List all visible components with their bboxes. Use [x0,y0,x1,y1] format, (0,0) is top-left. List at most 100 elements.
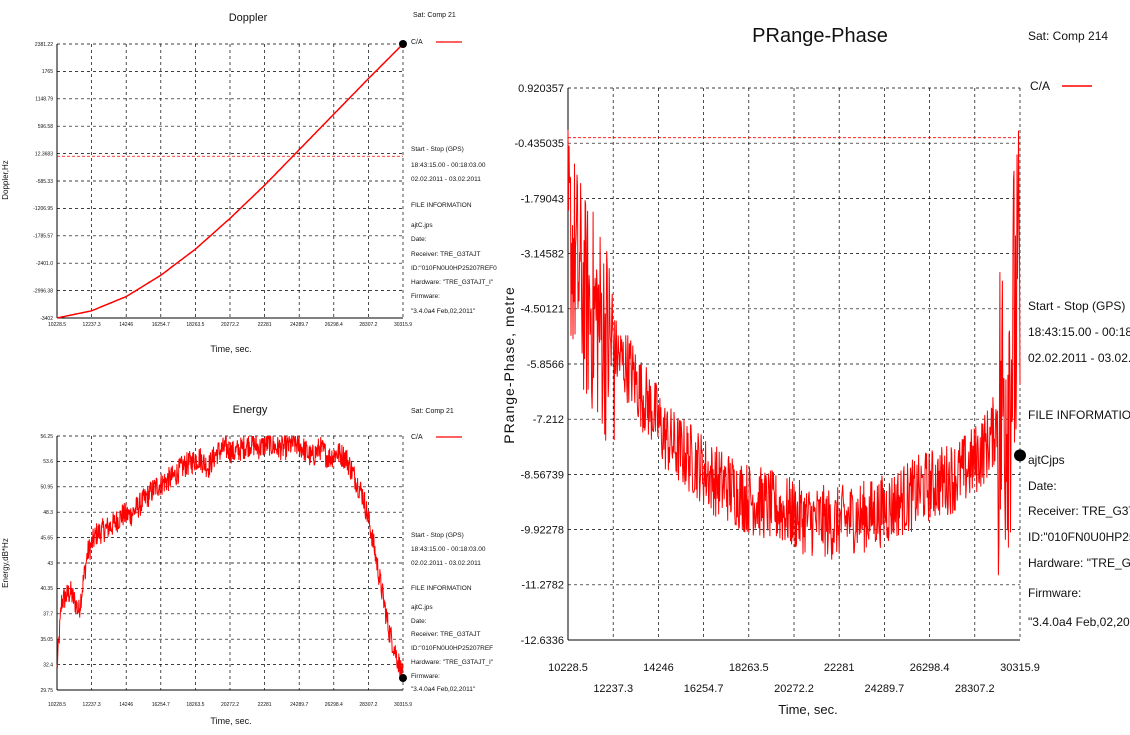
x-tick-label: 16254.7 [152,702,170,708]
info-line: "3.4.0a4 Feb,02,2011" [1028,615,1130,629]
doppler-info-block: Start - Stop (GPS) 18:43:15.00 - 00:18:03… [411,146,497,315]
energy-title: Energy [233,404,268,416]
y-tick-label: -4.50121 [521,304,564,316]
info-line: FILE INFORMATION [1028,408,1130,422]
x-tick-label: 26298.4 [910,662,950,674]
info-line: 02.02.2011 - 03.02.2011 [411,176,481,183]
y-tick-label: 48.3 [43,510,53,516]
y-tick-label: -5.8566 [527,359,564,371]
y-tick-label: 596.58 [38,124,54,130]
x-tick-label: 22281 [258,322,272,328]
info-line: 18:43:15.00 - 00:18:03.00 [411,162,486,169]
x-tick-label: 12237.3 [83,322,101,328]
info-line: ID:"010FN0U0HP25207REF [411,645,493,652]
energy-xlabel: Time, sec. [210,716,251,726]
doppler-xlabel: Time, sec. [210,344,251,354]
x-tick-label: 10228.5 [48,702,66,708]
x-tick-label: 16254.7 [152,322,170,328]
x-tick-label: 24289.7 [865,683,905,695]
x-tick-label: 16254.7 [684,683,724,695]
y-tick-label: -9.92278 [521,524,564,536]
x-tick-label: 26298.4 [325,322,343,328]
x-tick-label: 18263.5 [729,662,769,674]
y-tick-label: -2996.38 [33,288,53,294]
prange-info-block: Start - Stop (GPS) 18:43:15.00 - 00:18:03… [1028,299,1130,629]
energy-ylabel: Energy,dB*Hz [1,538,10,588]
y-tick-label: 37.7 [43,612,53,618]
x-tick-label: 12237.3 [593,683,633,695]
x-tick-label: 12237.3 [83,702,101,708]
y-tick-label: 2381.22 [35,42,53,48]
x-tick-label: 24289.7 [290,702,308,708]
y-tick-label: 35.05 [40,637,53,643]
y-tick-label: -2401.0 [36,261,53,267]
y-tick-label: -585.33 [36,179,53,185]
series-line-ca [56,43,404,319]
x-tick-label: 30315.9 [394,322,412,328]
x-tick-label: 18263.5 [186,702,204,708]
info-line: "3.4.0a4 Feb,02,2011" [411,308,476,315]
info-line: 18:43:15.00 - 00:18:03.00 [411,546,486,553]
x-tick-label: 14246 [119,702,133,708]
doppler-sat-label: Sat: Comp 21 [413,12,456,19]
y-tick-label: -8.56739 [521,469,564,481]
x-tick-label: 28307.2 [359,322,377,328]
info-line: Date: [411,618,427,625]
energy-legend-label: C/A [411,434,423,441]
x-tick-label: 20272.2 [221,702,239,708]
doppler-ylabel: Doppler,Hz [1,160,10,200]
info-line: Receiver: TRE_G3TAJT [411,631,481,638]
y-tick-label: 50.95 [40,485,53,491]
cursor-marker [1014,449,1026,462]
x-tick-label: 22281 [258,702,272,708]
info-line: Start - Stop (GPS) [411,532,464,539]
info-line: Hardware: "TRE_G3TAJT_I" [411,659,494,666]
y-tick-label: 45.65 [40,535,53,541]
x-tick-label: 10228.5 [48,322,66,328]
info-line: Start - Stop (GPS) [1028,299,1125,313]
cursor-marker [399,674,407,683]
x-tick-label: 18263.5 [186,322,204,328]
y-tick-label: -1785.57 [33,234,53,240]
info-line: Receiver: TRE_G3TAJT [1028,504,1130,518]
y-tick-label: 12.3683 [35,151,53,157]
doppler-legend-label: C/A [411,39,423,46]
y-tick-label: 43 [47,561,53,567]
info-line: Firmware: [1028,586,1081,600]
info-line: ajtC.jps [411,604,433,611]
x-tick-label: 30315.9 [394,702,412,708]
doppler-title: Doppler [229,12,268,24]
info-line: Hardware: "TRE_G3TAJT_I" [411,279,494,286]
x-tick-label: 14246 [119,322,133,328]
y-tick-label: 32.4 [43,662,53,668]
info-line: "3.4.0a4 Feb,02,2011" [411,686,476,693]
energy-info-block: Start - Stop (GPS) 18:43:15.00 - 00:18:03… [411,532,494,693]
y-tick-label: -12.6336 [521,635,564,647]
x-tick-label: 30315.9 [1000,662,1040,674]
x-tick-label: 26298.4 [325,702,343,708]
x-tick-label: 22281 [824,662,855,674]
series-line-ca [567,129,1021,576]
info-line: ajtCjps [1028,453,1065,467]
y-tick-label: -0.435035 [514,138,564,150]
y-tick-label: -1.79043 [521,193,564,205]
x-tick-label: 20272.2 [774,683,814,695]
info-line: Firmware: [411,293,440,300]
prange-sat-label: Sat: Comp 214 [1028,29,1108,43]
info-line: FILE INFORMATION [411,202,472,209]
x-tick-label: 24289.7 [290,322,308,328]
info-line: Hardware: "TRE_G3TAJT_ [1028,556,1130,570]
x-tick-label: 28307.2 [359,702,377,708]
info-line: 18:43:15.00 - 00:18:03.00 [1028,325,1130,339]
y-tick-label: -11.2782 [521,580,564,592]
prange-xlabel: Time, sec. [778,702,837,717]
y-tick-label: -3.14582 [521,248,564,260]
info-line: Receiver: TRE_G3TAJT [411,251,481,258]
cursor-marker [399,40,407,48]
x-tick-label: 14246 [643,662,674,674]
prange-ylabel: PRange-Phase, metre [501,286,517,444]
y-tick-label: 1765 [42,69,53,75]
energy-sat-label: Sat: Comp 21 [411,408,454,415]
